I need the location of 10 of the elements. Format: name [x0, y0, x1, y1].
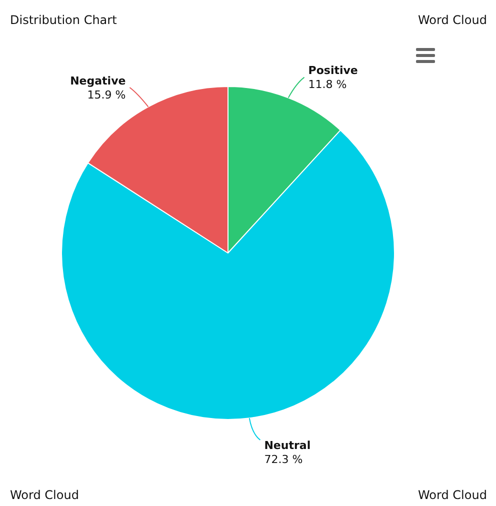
slice-label: Negative — [70, 74, 126, 88]
data-label: 72.3 % — [264, 452, 303, 466]
data-label: 15.9 % — [87, 88, 126, 102]
text: Word Cloud — [418, 13, 487, 27]
text: Word Cloud — [418, 488, 487, 502]
data-label: 11.8 % — [308, 78, 347, 92]
chart-title: Distribution Chart — [10, 13, 117, 27]
slice-label: Neutral — [264, 438, 311, 452]
slice-label: Positive — [308, 64, 358, 78]
text: Word Cloud — [10, 488, 79, 502]
